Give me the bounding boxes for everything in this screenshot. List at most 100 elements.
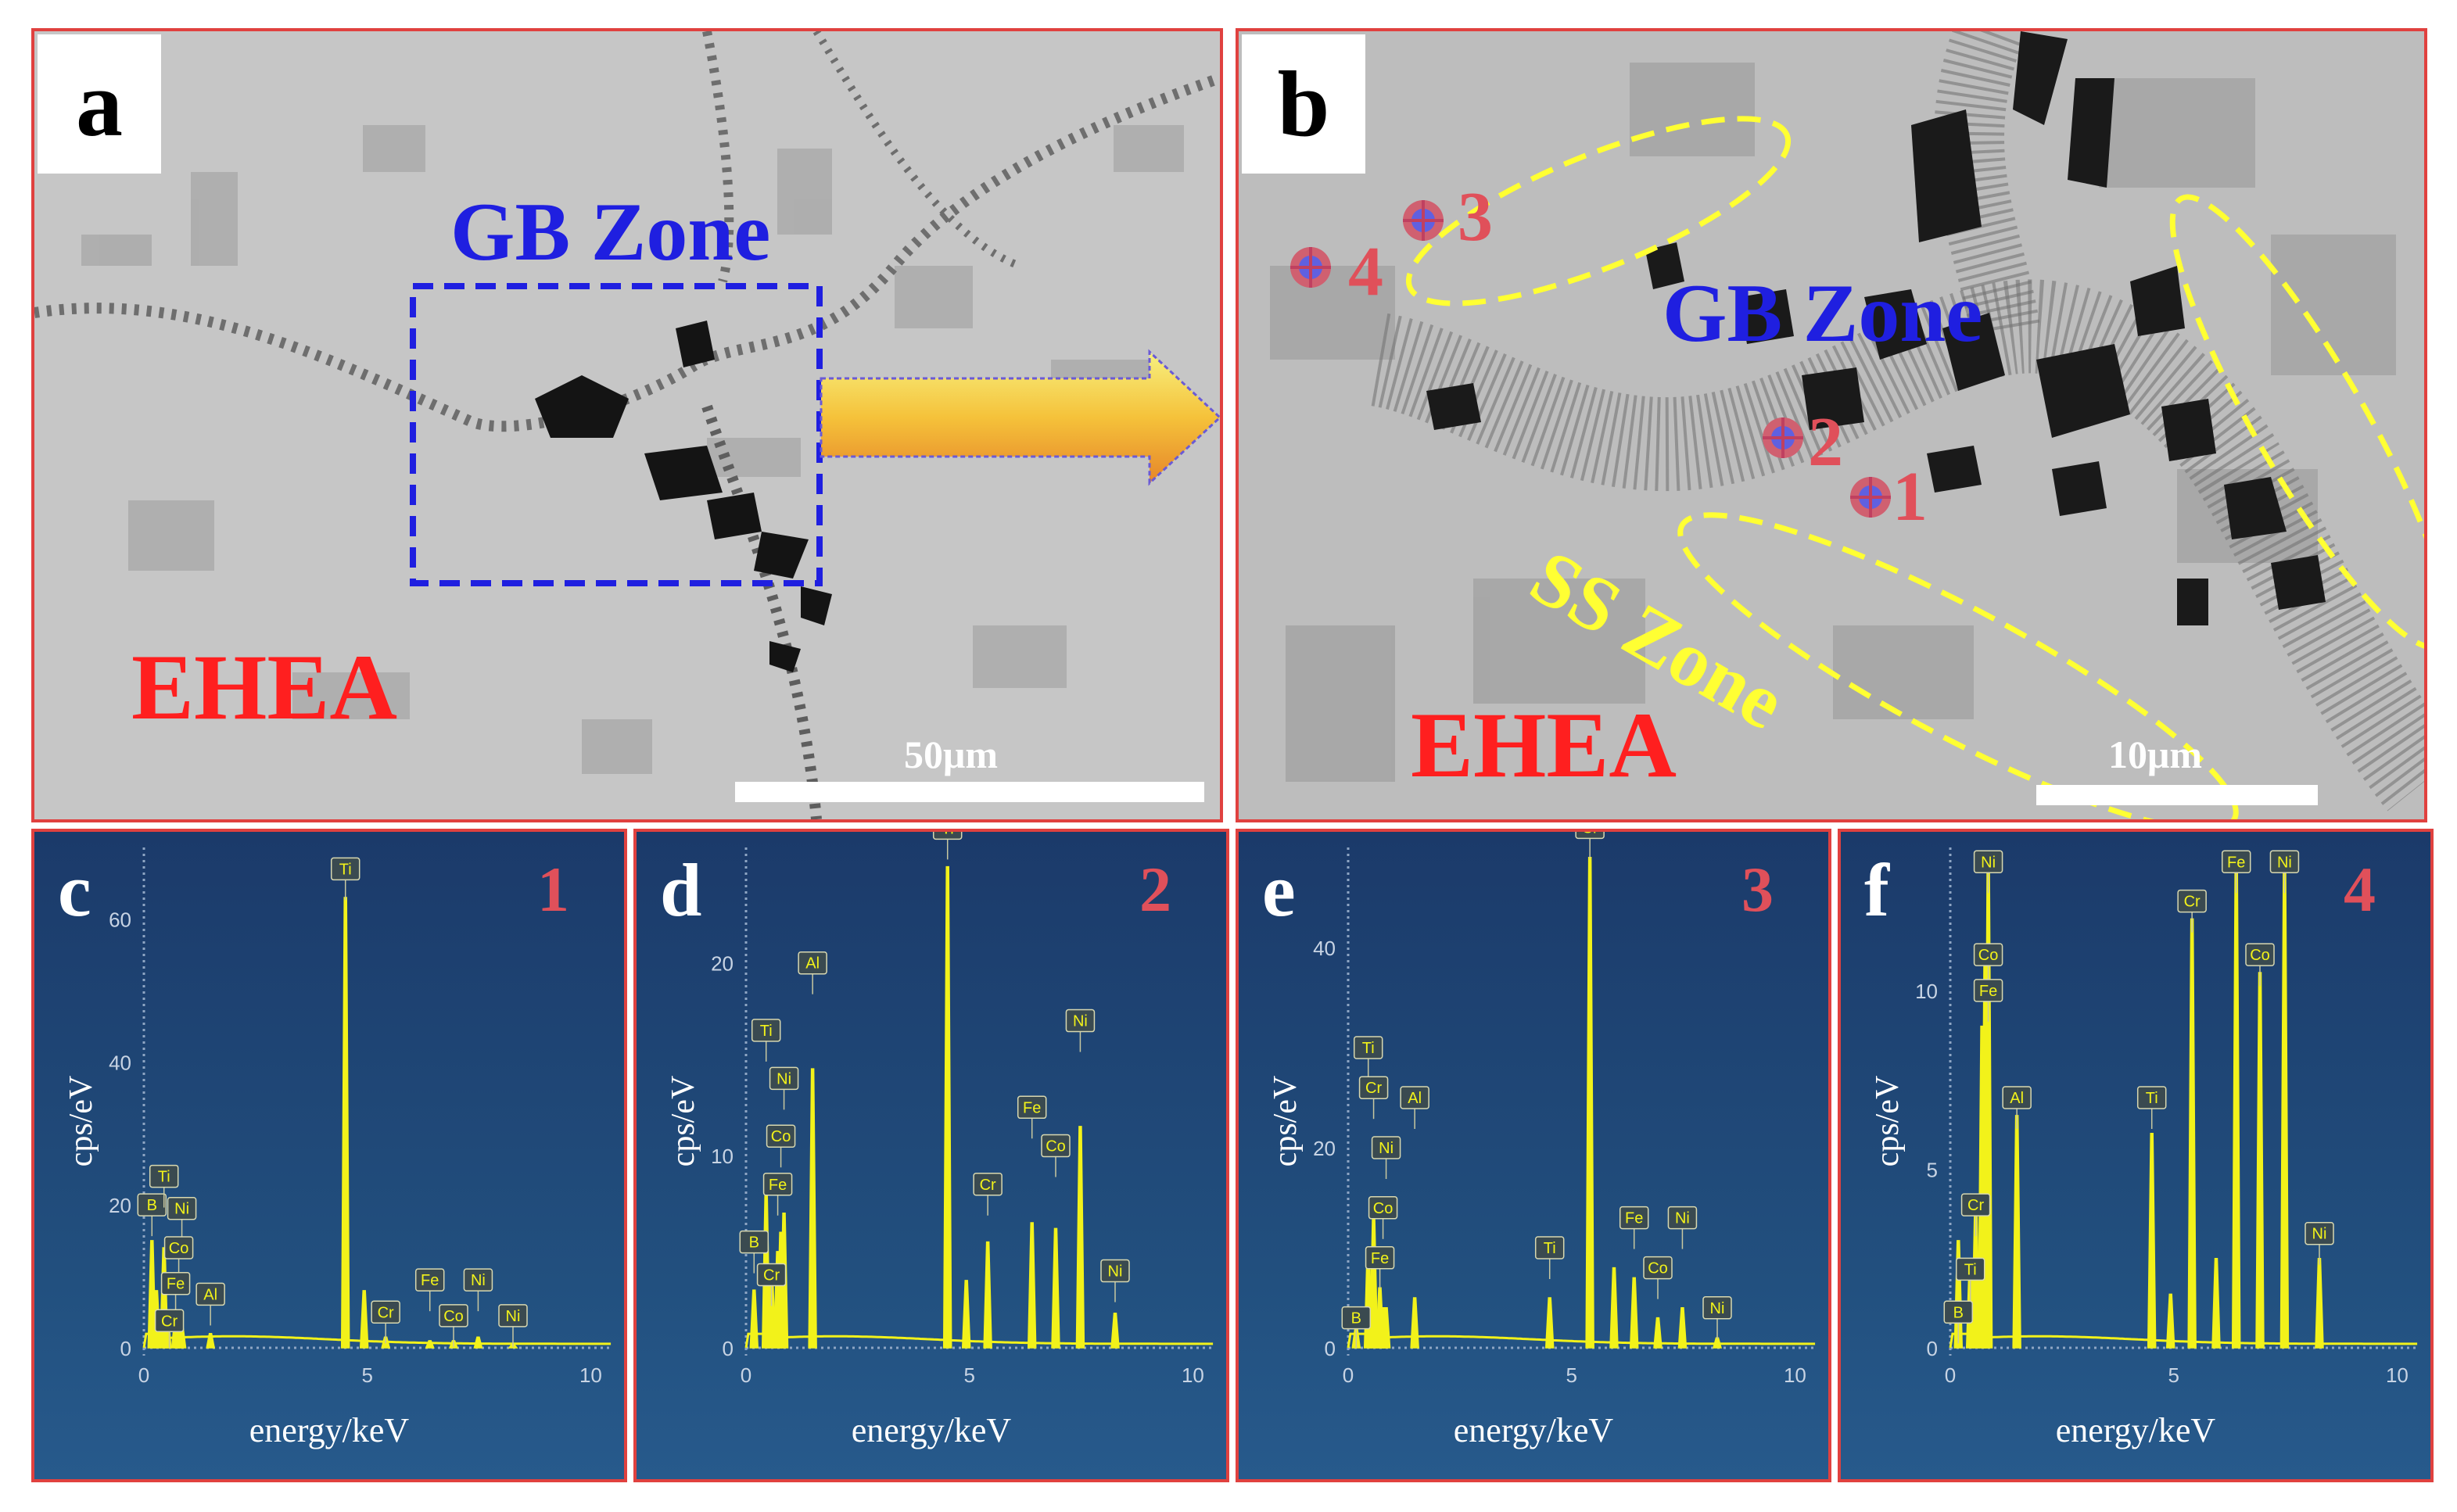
spectrum-panel-d: d 2 cps/eV energy/keV 0 10 20 0 5 10 Ti Ni Co Fe B… [633, 829, 1229, 1482]
spectrum-chart-d: 010200510TiNiCoFeBCrAlTiCrFeCoNiNi [711, 832, 1215, 1387]
spectrum-background [1949, 1332, 2418, 1349]
svg-text:Ti: Ti [1362, 1040, 1375, 1057]
ehea-label-a: EHEA [131, 635, 398, 739]
svg-text:Fe: Fe [769, 1177, 787, 1194]
y-tick-label: 0 [723, 1337, 734, 1360]
element-label: Ni [1667, 1206, 1698, 1249]
point-number-4: 4 [1348, 233, 1383, 310]
element-label: Ni [769, 1066, 799, 1110]
x-tick-label: 5 [2168, 1363, 2179, 1387]
x-tick-label: 0 [1343, 1363, 1354, 1387]
svg-text:Ti: Ti [339, 861, 352, 878]
svg-text:Ni: Ni [1710, 1300, 1725, 1317]
spectrum-peak [749, 1289, 759, 1349]
y-tick-label: 0 [1325, 1337, 1336, 1360]
element-label: Cr [1575, 832, 1605, 859]
svg-text:Ni: Ni [471, 1272, 486, 1289]
svg-text:Al: Al [805, 955, 820, 973]
svg-text:Cr: Cr [1582, 832, 1598, 837]
element-label: Ni [463, 1268, 493, 1312]
svg-text:Cr: Cr [1967, 1197, 1984, 1214]
crosshair-icon [1850, 477, 1891, 518]
svg-text:Cr: Cr [980, 1177, 996, 1194]
svg-text:Fe: Fe [1023, 1099, 1041, 1116]
element-label: Ni [498, 1304, 528, 1347]
element-label: Cr [1358, 1076, 1389, 1120]
y-tick-label: 5 [1927, 1158, 1938, 1181]
panel-label-c: c [58, 848, 91, 932]
spectrum-peak [1381, 1307, 1391, 1349]
svg-text:Cr: Cr [1365, 1080, 1382, 1097]
svg-text:Fe: Fe [1625, 1210, 1643, 1227]
panel-label-f: f [1864, 848, 1889, 932]
svg-text:Fe: Fe [167, 1276, 185, 1293]
element-label: Co [1368, 1196, 1398, 1239]
element-label: Co [2245, 943, 2275, 987]
spectrum-peak [425, 1340, 435, 1349]
svg-text:Ti: Ti [1544, 1240, 1556, 1257]
sem-panel-b: b GB Zone SS Zone EHEA 1 2 3 4 [1236, 28, 2427, 822]
panel-label-b: b [1242, 34, 1365, 174]
y-tick-label: 0 [1927, 1337, 1938, 1360]
spectrum-peak [340, 897, 350, 1349]
element-label: Ti [1955, 1257, 1985, 1301]
y-tick-label: 20 [711, 952, 734, 976]
element-label: Cr [973, 1173, 1003, 1216]
element-label: Ni [1371, 1136, 1401, 1179]
x-tick-label: 5 [1566, 1363, 1576, 1387]
y-tick-label: 60 [109, 908, 131, 931]
element-label: Cr [154, 1309, 185, 1348]
svg-text:Ni: Ni [174, 1201, 189, 1218]
scale-bar-label-b: 10μm [2108, 733, 2202, 776]
point-number-2: 2 [1808, 403, 1843, 481]
spectrum-peak [1075, 1126, 1085, 1349]
spectrum-peak [1027, 1222, 1037, 1349]
x-axis-label-e: energy/keV [1453, 1411, 1614, 1449]
svg-text:Ni: Ni [1675, 1210, 1690, 1227]
svg-text:Co: Co [443, 1308, 464, 1325]
svg-text:Co: Co [2250, 947, 2270, 964]
element-label: Fe [1619, 1206, 1649, 1249]
svg-text:Al: Al [2010, 1090, 2024, 1107]
spectrum-background [1347, 1332, 1816, 1349]
x-axis-label-d: energy/keV [851, 1411, 1012, 1449]
svg-text:Fe: Fe [421, 1272, 439, 1289]
x-tick-label: 0 [138, 1363, 149, 1387]
spectrum-peak [1629, 1277, 1639, 1349]
x-tick-label: 0 [741, 1363, 751, 1387]
x-axis-label-f: energy/keV [2055, 1411, 2216, 1449]
svg-text:Co: Co [771, 1128, 791, 1145]
crosshair-icon [1290, 247, 1331, 288]
panel-label-d: d [660, 848, 702, 932]
svg-text:Ni: Ni [1108, 1263, 1123, 1281]
y-tick-label: 40 [109, 1051, 131, 1074]
spectrum-peak [961, 1280, 971, 1349]
element-label: Fe [762, 1173, 793, 1216]
element-label: Ni [167, 1196, 197, 1240]
spectrum-peak [1653, 1317, 1663, 1349]
svg-text:B: B [147, 1197, 157, 1214]
x-tick-label: 10 [1784, 1363, 1806, 1387]
element-label: Al [798, 951, 827, 994]
svg-text:Fe: Fe [2227, 854, 2245, 871]
y-tick-label: 10 [711, 1145, 734, 1168]
svg-text:Ni: Ni [2312, 1226, 2327, 1243]
svg-text:Fe: Fe [1979, 983, 1997, 1000]
svg-text:Al: Al [203, 1286, 217, 1303]
point-ref-f: 4 [2344, 854, 2376, 925]
x-tick-label: 10 [579, 1363, 602, 1387]
svg-text:Co: Co [1648, 1260, 1668, 1277]
ehea-label-b: EHEA [1411, 693, 1677, 797]
element-label: Fe [414, 1268, 445, 1312]
svg-text:Ti: Ti [942, 832, 954, 837]
crosshair-icon [1763, 417, 1803, 458]
svg-text:Ni: Ni [1981, 854, 1996, 871]
spectrum-peak [359, 1290, 369, 1349]
element-label: Ni [1100, 1259, 1130, 1302]
x-tick-label: 0 [1945, 1363, 1956, 1387]
element-label: Al [195, 1282, 225, 1326]
spectrum-peak [1983, 865, 1993, 1349]
spectrum-peak [1677, 1307, 1688, 1349]
element-label: Ni [2305, 1221, 2334, 1265]
panel-label-e: e [1262, 848, 1296, 932]
